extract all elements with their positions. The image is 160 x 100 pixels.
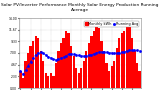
Bar (29, 46, 32, 88)
Bar (37, 38, 39, 88)
Bar (95, 26, 98, 88)
Bar (93, 30, 95, 88)
Bar (83, 60, 85, 88)
Bar (50, 73, 52, 88)
Bar (42, 60, 44, 88)
Bar (55, 63, 57, 88)
Bar (32, 40, 34, 88)
Bar (133, 50, 136, 88)
Bar (35, 36, 37, 88)
Bar (111, 66, 113, 88)
Bar (126, 23, 128, 88)
Bar (88, 43, 90, 88)
Bar (45, 73, 47, 88)
Bar (138, 70, 141, 88)
Bar (123, 30, 125, 88)
Bar (70, 46, 72, 88)
Bar (113, 60, 115, 88)
Legend: Monthly kWh, Running Avg: Monthly kWh, Running Avg (84, 21, 139, 26)
Bar (78, 73, 80, 88)
Bar (62, 38, 65, 88)
Bar (75, 68, 77, 88)
Bar (136, 63, 138, 88)
Bar (22, 78, 24, 88)
Bar (27, 53, 29, 88)
Bar (116, 48, 118, 88)
Text: Solar PV/Inverter Performance Monthly Solar Energy Production Running Average: Solar PV/Inverter Performance Monthly So… (1, 3, 159, 12)
Bar (52, 76, 55, 88)
Bar (72, 56, 75, 88)
Bar (60, 43, 62, 88)
Bar (108, 70, 110, 88)
Bar (47, 76, 49, 88)
Bar (65, 30, 67, 88)
Bar (90, 36, 92, 88)
Bar (121, 33, 123, 88)
Bar (19, 70, 22, 88)
Bar (118, 38, 120, 88)
Bar (80, 68, 82, 88)
Bar (105, 63, 108, 88)
Bar (103, 50, 105, 88)
Bar (100, 40, 103, 88)
Bar (131, 38, 133, 88)
Bar (57, 50, 60, 88)
Bar (128, 26, 131, 88)
Bar (40, 50, 42, 88)
Bar (85, 50, 88, 88)
Bar (98, 28, 100, 88)
Bar (68, 33, 70, 88)
Bar (24, 60, 27, 88)
